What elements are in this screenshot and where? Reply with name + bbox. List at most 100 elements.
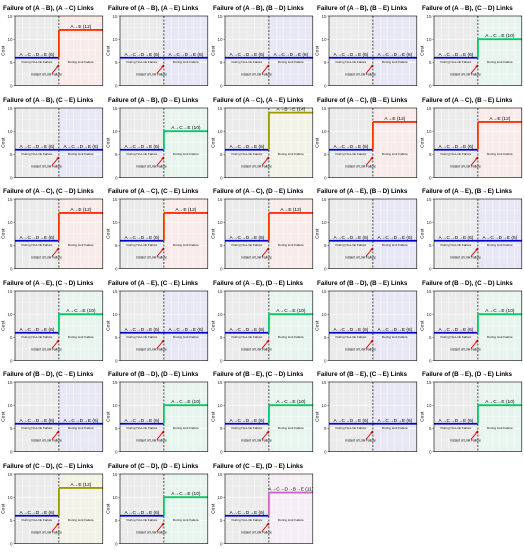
- plot-border: [433, 107, 523, 178]
- after-path-label: A→C→D→E (6): [483, 235, 518, 241]
- plot-border: [14, 382, 104, 453]
- instant-label: Instant of Link Failure: [136, 256, 167, 260]
- chart-svg: Failure of (A→B), (C→D) Links 0 5 10 15 Cost A…: [420, 5, 523, 88]
- y-tick-label: 5: [324, 60, 327, 65]
- failure-phase-label: During Link Failure: [68, 426, 94, 430]
- y-axis-label: Cost: [1, 411, 7, 422]
- chart-panel: Failure of (A→B), (A→C) Links 0 5 10 15 Cost A…: [0, 0, 105, 97]
- no-failure-phase-label: During No-Link Failure: [441, 151, 472, 155]
- instant-label: Instant of Link Failure: [241, 530, 272, 534]
- failure-phase-label: During Link Failure: [68, 335, 94, 339]
- after-path-label: A→C→D→B→E (11): [268, 487, 313, 493]
- y-tick-label: 10: [112, 37, 117, 42]
- failure-phase-label: During Link Failure: [487, 243, 513, 247]
- plot-border: [329, 198, 418, 270]
- chart-svg: Failure of (C→D), (C→E) Links 0 5 10 15 Cost A…: [1, 463, 104, 546]
- y-tick-label: 0: [324, 450, 327, 455]
- instant-label: Instant of Link Failure: [31, 72, 62, 76]
- chart-svg: Failure of (B→D), (B→E) Links 0 5 10 15 Cost A…: [315, 280, 418, 363]
- plot-border: [224, 382, 313, 453]
- before-path-label: A→C→D→E (6): [334, 418, 369, 424]
- y-tick-label: 0: [324, 83, 327, 88]
- y-tick-label: 15: [8, 380, 13, 385]
- y-tick-label: 15: [427, 105, 432, 110]
- instant-arrow: [51, 523, 59, 532]
- no-failure-phase-label: During No-Link Failure: [231, 335, 262, 339]
- chart-panel: Failure of (B→E), (C→E) Links 0 5 10 15 Cost A…: [314, 366, 419, 463]
- instant-arrow: [156, 157, 164, 166]
- instant-arrow: [470, 65, 478, 74]
- y-axis-label: Cost: [315, 320, 321, 331]
- failure-phase-label: During Link Failure: [68, 151, 94, 155]
- y-tick-label: 0: [220, 175, 223, 180]
- instant-arrow: [365, 65, 373, 74]
- no-failure-phase-label: During No-Link Failure: [336, 243, 367, 247]
- before-path-label: A→C→D→E (6): [334, 52, 369, 58]
- instant-label: Instant of Link Failure: [346, 347, 377, 351]
- y-tick-label: 15: [217, 105, 222, 110]
- instant-arrowhead: [56, 247, 59, 251]
- chart-panel: Failure of (A→C), (C→E) Links 0 5 10 15 Cost A…: [105, 183, 210, 280]
- instant-arrowhead: [265, 339, 269, 343]
- instant-label: Instant of Link Failure: [451, 164, 482, 168]
- y-axis-label: Cost: [210, 228, 216, 239]
- y-axis-label: Cost: [210, 320, 216, 331]
- y-tick-label: 0: [10, 175, 13, 180]
- y-tick-label: 0: [115, 358, 118, 363]
- instant-arrowhead: [161, 247, 164, 251]
- chart-svg: Failure of (A→E), (D→E) Links 0 5 10 15 Cost A…: [210, 280, 313, 363]
- y-tick-label: 0: [429, 175, 432, 180]
- instant-arrowhead: [265, 155, 269, 160]
- chart-title: Failure of (A→C), (C→D) Links: [3, 188, 94, 195]
- before-path-label: A→C→D→E (6): [334, 143, 369, 149]
- y-tick-label: 5: [324, 243, 327, 248]
- instant-label: Instant of Link Failure: [451, 72, 482, 76]
- y-tick-label: 15: [217, 380, 222, 385]
- no-failure-phase-label: During No-Link Failure: [231, 60, 262, 64]
- y-axis-label: Cost: [420, 411, 426, 422]
- y-tick-label: 10: [112, 129, 117, 134]
- instant-label: Instant of Link Failure: [31, 530, 62, 534]
- chart-panel: Failure of (A→E), (C→E) Links 0 5 10 15 Cost A…: [105, 275, 210, 372]
- chart-panel: Failure of (B→E), (C→D) Links 0 5 10 15 Cost A…: [210, 366, 315, 463]
- instant-arrow: [156, 340, 164, 349]
- no-failure-phase-label: During No-Link Failure: [126, 426, 157, 430]
- chart-panel: Failure of (A→B), (B→E) Links 0 5 10 15 Cost A…: [314, 0, 419, 97]
- plot-border: [14, 198, 104, 270]
- y-tick-label: 10: [322, 220, 327, 225]
- instant-label: Instant of Link Failure: [31, 439, 62, 443]
- y-axis-label: Cost: [1, 320, 7, 331]
- y-tick-label: 0: [115, 267, 118, 272]
- before-path-label: A→C→D→E (6): [229, 52, 264, 58]
- instant-arrowhead: [161, 339, 164, 343]
- instant-arrow: [156, 65, 164, 74]
- chart-panel: Failure of (B→D), (C→E) Links 0 5 10 15 Cost A…: [0, 366, 105, 463]
- instant-arrow: [51, 432, 59, 441]
- before-path-label: A→C→D→E (6): [124, 235, 159, 241]
- instant-arrowhead: [370, 339, 374, 343]
- y-tick-label: 10: [8, 129, 13, 134]
- y-tick-label: 5: [324, 335, 327, 340]
- instant-arrowhead: [475, 155, 479, 160]
- y-axis-label: Cost: [210, 411, 216, 422]
- instant-arrow: [470, 340, 478, 349]
- instant-arrowhead: [56, 522, 59, 526]
- instant-arrowhead: [370, 155, 374, 160]
- after-path-label: A→C→E (10): [171, 125, 201, 131]
- chart-title: Failure of (A→E), (C→E) Links: [108, 280, 199, 287]
- plot-border: [433, 382, 523, 453]
- no-failure-phase-label: During No-Link Failure: [126, 518, 157, 522]
- y-tick-label: 0: [10, 358, 13, 363]
- after-path-label: A→C→E (10): [66, 308, 96, 314]
- before-path-label: A→C→D→E (6): [229, 143, 264, 149]
- y-tick-label: 5: [220, 60, 223, 65]
- plot-border: [119, 107, 208, 178]
- y-axis-label: Cost: [105, 503, 111, 514]
- chart-panel: Failure of (A→E), (B→D) Links 0 5 10 15 Cost A…: [314, 183, 419, 280]
- y-tick-label: 15: [8, 14, 13, 19]
- instant-arrowhead: [370, 64, 374, 68]
- failure-phase-label: During Link Failure: [68, 243, 94, 247]
- y-tick-label: 0: [10, 83, 13, 88]
- failure-phase-label: During Link Failure: [173, 335, 199, 339]
